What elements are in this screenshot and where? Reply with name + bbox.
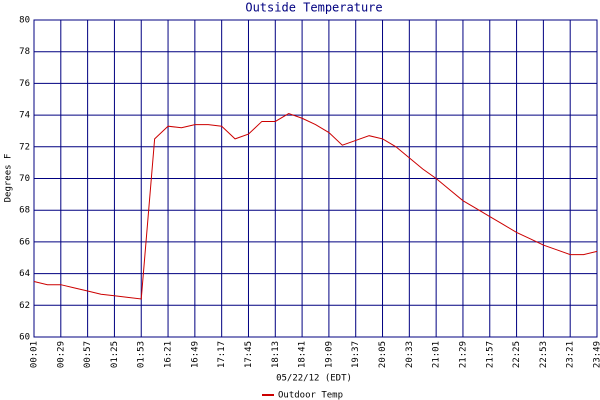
y-tick-label: 62: [19, 301, 30, 311]
x-tick-label: 01:25: [110, 341, 120, 368]
x-tick-label: 20:33: [405, 341, 415, 368]
x-tick-label: 22:53: [539, 341, 549, 368]
x-tick-label: 18:41: [298, 341, 308, 368]
x-tick-label: 21:01: [432, 341, 442, 368]
y-tick-label: 68: [19, 206, 30, 216]
x-tick-label: 23:49: [593, 341, 600, 368]
legend-label: Outdoor Temp: [278, 391, 343, 400]
y-tick-label: 72: [19, 142, 30, 152]
x-tick-label: 16:49: [190, 341, 200, 368]
y-axis-label: Degrees F: [4, 154, 14, 203]
x-axis-label: 05/22/12 (EDT): [276, 374, 352, 384]
x-tick-label: 00:57: [83, 341, 93, 368]
x-tick-label: 20:05: [378, 341, 388, 368]
x-tick-label: 21:57: [485, 341, 495, 368]
x-tick-label: 18:13: [271, 341, 281, 368]
y-tick-label: 60: [19, 333, 30, 343]
data-line: [33, 112, 598, 300]
y-tick-label: 80: [19, 16, 30, 26]
y-tick-label: 64: [19, 269, 30, 279]
x-tick-label: 21:29: [458, 341, 468, 368]
y-tick-label: 70: [19, 174, 30, 184]
x-tick-label: 19:37: [351, 341, 361, 368]
y-tick-label: 74: [19, 111, 30, 121]
x-tick-label: 23:21: [566, 341, 576, 368]
x-tick-label: 19:09: [324, 341, 334, 368]
x-tick-label: 17:45: [244, 341, 254, 368]
chart-title: Outside Temperature: [245, 1, 382, 15]
y-tick-label: 78: [19, 47, 30, 57]
plot-border: [33, 19, 598, 338]
x-tick-label: 01:53: [137, 341, 147, 368]
x-tick-label: 00:29: [56, 341, 66, 368]
y-tick-label: 76: [19, 79, 30, 89]
x-tick-label: 16:21: [164, 341, 174, 368]
x-tick-label: 22:25: [512, 341, 522, 368]
x-tick-label: 17:17: [217, 341, 227, 368]
x-tick-label: 00:01: [30, 341, 40, 368]
y-tick-label: 66: [19, 237, 30, 247]
